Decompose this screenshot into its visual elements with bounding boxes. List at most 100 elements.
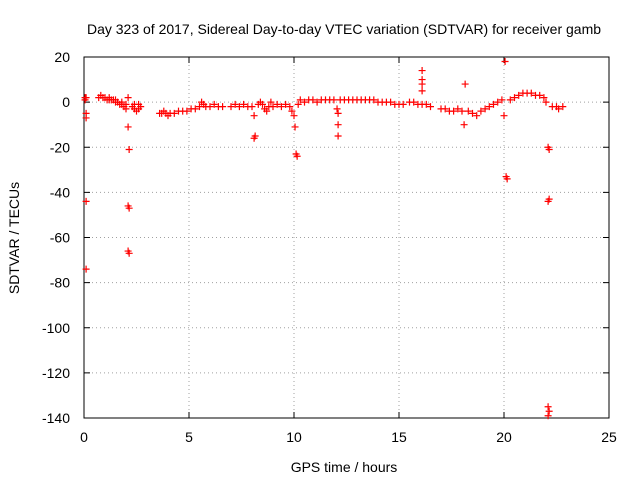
data-point-marker — [125, 249, 133, 257]
data-point-marker — [240, 100, 248, 108]
y-tick-label: 0 — [62, 94, 70, 110]
data-point-marker — [105, 94, 113, 102]
data-point-marker — [461, 80, 469, 88]
data-point-marker — [481, 105, 489, 113]
data-point-marker — [288, 107, 296, 115]
data-points — [81, 58, 567, 420]
data-point-marker — [427, 103, 434, 111]
data-point-marker — [418, 80, 426, 88]
y-tick-label: 20 — [54, 49, 70, 65]
data-point-marker — [469, 109, 476, 117]
data-point-marker — [125, 146, 133, 154]
data-point-marker — [219, 103, 227, 111]
y-tick-label: -80 — [50, 275, 70, 291]
data-point-marker — [294, 100, 302, 108]
data-point-marker — [334, 121, 342, 129]
data-point-marker — [290, 112, 298, 120]
data-point-marker — [301, 98, 308, 106]
data-point-marker — [477, 107, 485, 115]
data-point-marker — [82, 114, 90, 122]
data-point-marker — [527, 89, 535, 97]
y-tick-label: -40 — [50, 184, 70, 200]
data-point-marker — [125, 204, 133, 212]
y-tick-label: -20 — [50, 139, 70, 155]
x-tick-label: 20 — [496, 429, 512, 445]
data-point-marker — [263, 107, 271, 115]
data-point-marker — [251, 132, 259, 140]
y-axis-label: SDTVAR / TECUs — [6, 182, 22, 294]
data-point-marker — [485, 103, 493, 111]
data-point-marker — [418, 87, 426, 95]
data-point-marker — [82, 197, 90, 205]
data-point-marker — [273, 100, 281, 108]
data-point-marker — [112, 96, 119, 104]
x-tick-label: 25 — [601, 429, 617, 445]
data-point-marker — [296, 96, 304, 104]
data-point-marker — [235, 103, 243, 111]
data-point-marker — [458, 107, 466, 115]
data-point-marker — [250, 112, 258, 120]
data-point-marker — [231, 100, 239, 108]
x-tick-label: 5 — [185, 429, 193, 445]
data-point-marker — [387, 98, 395, 106]
data-point-marker — [536, 91, 544, 99]
data-point-marker — [545, 407, 553, 415]
data-point-marker — [503, 175, 511, 183]
data-point-marker — [410, 98, 418, 106]
data-point-marker — [334, 132, 342, 140]
x-tick-label: 15 — [391, 429, 407, 445]
data-point-marker — [422, 100, 430, 108]
data-point-marker — [82, 94, 90, 102]
data-point-marker — [309, 96, 317, 104]
data-point-marker — [540, 94, 548, 102]
data-point-marker — [501, 58, 509, 66]
data-point-marker — [196, 103, 203, 111]
data-point-marker — [191, 105, 199, 113]
data-point-marker — [542, 98, 550, 106]
data-point-marker — [183, 107, 191, 115]
data-point-marker — [418, 67, 426, 75]
data-point-marker — [454, 105, 462, 113]
data-point-marker — [370, 96, 378, 104]
data-point-marker — [559, 103, 567, 111]
y-tick-label: -120 — [42, 365, 70, 381]
data-point-marker — [441, 105, 449, 113]
data-point-marker — [286, 103, 294, 111]
data-point-marker — [473, 112, 481, 120]
data-point-marker — [82, 265, 90, 273]
chart-title: Day 323 of 2017, Sidereal Day-to-day VTE… — [87, 21, 601, 37]
data-point-marker — [506, 96, 514, 104]
data-point-marker — [490, 100, 497, 108]
data-point-marker — [227, 103, 235, 111]
data-point-marker — [269, 103, 277, 111]
data-point-marker — [313, 98, 321, 106]
data-point-marker — [544, 403, 552, 411]
data-point-marker — [170, 109, 178, 117]
data-point-marker — [450, 107, 458, 115]
data-point-marker — [277, 103, 285, 111]
data-point-marker — [293, 152, 301, 160]
x-axis-label: GPS time / hours — [291, 459, 398, 475]
data-point-marker — [500, 112, 508, 120]
y-tick-label: -60 — [50, 230, 70, 246]
data-point-marker — [511, 94, 518, 102]
data-point-marker — [460, 121, 468, 129]
data-point-marker — [494, 98, 502, 106]
data-point-marker — [334, 109, 342, 117]
data-point-marker — [498, 96, 506, 104]
data-point-marker — [206, 103, 214, 111]
data-point-marker — [399, 100, 407, 108]
data-point-marker — [545, 195, 553, 203]
data-point-marker — [464, 107, 472, 115]
data-point-marker — [118, 98, 126, 106]
data-point-marker — [291, 123, 299, 131]
data-point-marker — [330, 96, 338, 104]
data-point-marker — [124, 94, 132, 102]
y-tick-label: -100 — [42, 320, 70, 336]
data-point-marker — [544, 412, 552, 420]
x-tick-label: 0 — [80, 429, 88, 445]
data-point-marker — [124, 123, 132, 131]
data-point-marker — [122, 100, 130, 108]
data-point-marker — [248, 103, 256, 111]
